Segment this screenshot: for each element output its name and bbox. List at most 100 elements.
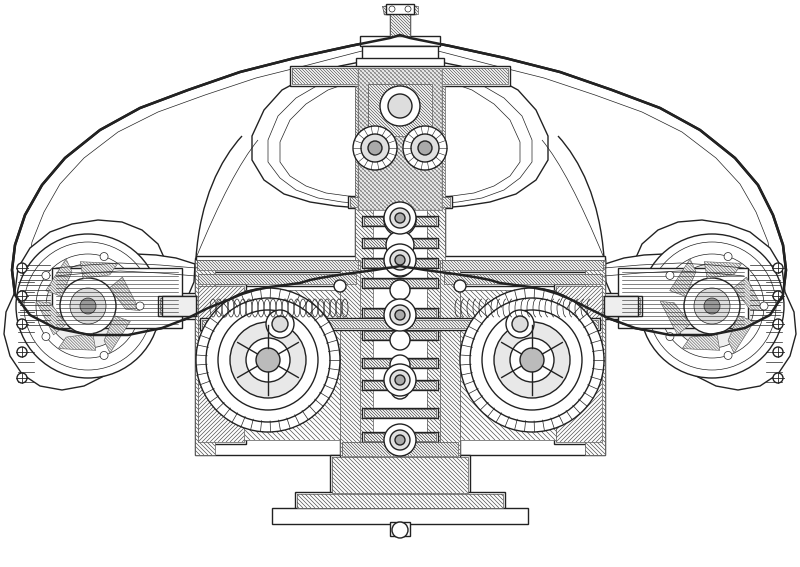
Polygon shape [423, 86, 445, 206]
Circle shape [388, 94, 412, 118]
Polygon shape [350, 197, 450, 207]
Polygon shape [364, 279, 436, 287]
Circle shape [384, 204, 416, 236]
Bar [386, 4, 414, 14]
Circle shape [36, 254, 140, 358]
Circle shape [694, 288, 730, 324]
Bar [348, 196, 452, 208]
Polygon shape [252, 58, 548, 210]
Polygon shape [195, 260, 215, 455]
Circle shape [760, 302, 768, 310]
Bar [330, 455, 470, 495]
Circle shape [482, 310, 582, 410]
Bar [162, 296, 196, 316]
Bar [362, 46, 438, 60]
Polygon shape [200, 290, 340, 440]
Polygon shape [297, 494, 503, 508]
Polygon shape [440, 260, 460, 455]
Polygon shape [556, 286, 602, 442]
Circle shape [206, 298, 330, 422]
Bar [362, 308, 438, 318]
Circle shape [384, 299, 416, 331]
Circle shape [418, 141, 432, 155]
Circle shape [512, 316, 528, 332]
Circle shape [17, 347, 27, 357]
Polygon shape [660, 302, 690, 335]
Circle shape [384, 202, 416, 234]
Circle shape [395, 310, 405, 320]
Polygon shape [355, 200, 373, 480]
Polygon shape [46, 254, 195, 330]
Bar [196, 272, 358, 286]
Polygon shape [364, 259, 436, 267]
Polygon shape [605, 254, 754, 330]
Polygon shape [364, 217, 436, 225]
Circle shape [704, 298, 720, 314]
Circle shape [389, 6, 395, 12]
Circle shape [640, 234, 784, 378]
Polygon shape [364, 359, 436, 367]
Polygon shape [670, 259, 696, 297]
Bar [440, 256, 605, 268]
Circle shape [368, 141, 382, 155]
Circle shape [80, 298, 96, 314]
Bar [362, 432, 438, 442]
Circle shape [648, 242, 776, 370]
Bar [554, 284, 604, 444]
Polygon shape [704, 262, 742, 278]
Bar [360, 36, 440, 46]
Bar [362, 278, 438, 288]
Bar [356, 58, 444, 68]
Circle shape [454, 280, 466, 292]
Bar [390, 14, 410, 36]
Bar [362, 408, 438, 418]
Polygon shape [58, 333, 96, 350]
Polygon shape [364, 309, 436, 317]
Circle shape [670, 264, 754, 348]
Bar [295, 492, 505, 510]
Circle shape [46, 264, 130, 348]
Circle shape [390, 208, 410, 228]
Circle shape [60, 278, 116, 334]
Polygon shape [358, 68, 442, 210]
Polygon shape [340, 260, 360, 455]
Circle shape [388, 253, 412, 277]
Circle shape [390, 370, 410, 390]
Bar [52, 268, 182, 328]
Circle shape [17, 263, 27, 273]
Bar [355, 200, 445, 480]
Circle shape [392, 522, 408, 538]
Circle shape [494, 322, 570, 398]
Polygon shape [110, 277, 140, 311]
Polygon shape [80, 262, 118, 278]
Polygon shape [197, 260, 358, 270]
Circle shape [510, 338, 554, 382]
Circle shape [390, 330, 410, 350]
Circle shape [70, 288, 106, 324]
Circle shape [390, 355, 410, 375]
Circle shape [666, 272, 674, 280]
Circle shape [390, 305, 410, 325]
Circle shape [391, 381, 409, 399]
Circle shape [42, 272, 50, 280]
Polygon shape [442, 260, 603, 270]
Circle shape [390, 280, 410, 300]
Bar [362, 380, 438, 390]
Polygon shape [382, 6, 418, 14]
Polygon shape [332, 457, 468, 493]
Bar [604, 296, 642, 316]
Circle shape [724, 252, 732, 261]
Circle shape [773, 319, 783, 329]
Bar [362, 258, 438, 268]
Polygon shape [355, 86, 377, 206]
Polygon shape [292, 68, 508, 84]
Polygon shape [364, 409, 436, 417]
Polygon shape [202, 320, 598, 328]
Circle shape [361, 134, 389, 162]
Circle shape [334, 280, 346, 292]
Circle shape [405, 6, 411, 12]
Circle shape [17, 373, 27, 383]
Bar [390, 522, 410, 536]
Circle shape [520, 348, 544, 372]
Polygon shape [368, 84, 432, 136]
